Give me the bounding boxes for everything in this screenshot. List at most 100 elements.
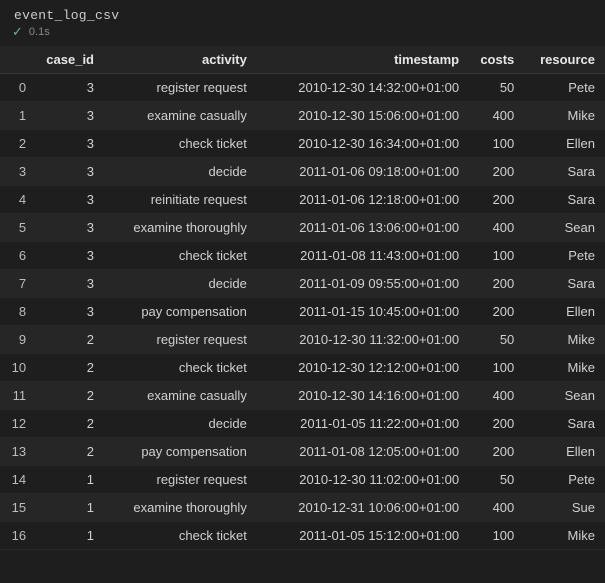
cell-resource: Ellen [524, 130, 605, 158]
cell-resource: Pete [524, 74, 605, 102]
cell-costs: 400 [469, 214, 524, 242]
cell-resource: Mike [524, 326, 605, 354]
cell-index: 1 [0, 102, 36, 130]
cell-resource: Sean [524, 214, 605, 242]
cell-index: 12 [0, 410, 36, 438]
cell-timestamp: 2011-01-08 12:05:00+01:00 [257, 438, 469, 466]
cell-case-id: 2 [36, 382, 104, 410]
cell-timestamp: 2010-12-30 16:34:00+01:00 [257, 130, 469, 158]
table-row[interactable]: 151examine thoroughly2010-12-31 10:06:00… [0, 494, 605, 522]
table-row[interactable]: 141register request2010-12-30 11:02:00+0… [0, 466, 605, 494]
cell-activity: check ticket [104, 242, 257, 270]
cell-case-id: 3 [36, 74, 104, 102]
cell-costs: 200 [469, 410, 524, 438]
cell-timestamp: 2011-01-05 11:22:00+01:00 [257, 410, 469, 438]
cell-case-id: 3 [36, 270, 104, 298]
cell-case-id: 2 [36, 354, 104, 382]
table-row[interactable]: 33decide2011-01-06 09:18:00+01:00200Sara [0, 158, 605, 186]
cell-index: 15 [0, 494, 36, 522]
cell-activity: examine thoroughly [104, 494, 257, 522]
cell-timestamp: 2011-01-06 12:18:00+01:00 [257, 186, 469, 214]
cell-timestamp: 2011-01-09 09:55:00+01:00 [257, 270, 469, 298]
col-header-resource[interactable]: resource [524, 46, 605, 74]
cell-case-id: 1 [36, 494, 104, 522]
cell-activity: register request [104, 326, 257, 354]
table-row[interactable]: 132pay compensation2011-01-08 12:05:00+0… [0, 438, 605, 466]
cell-index: 6 [0, 242, 36, 270]
cell-resource: Pete [524, 242, 605, 270]
cell-case-id: 3 [36, 242, 104, 270]
cell-timestamp: 2011-01-15 10:45:00+01:00 [257, 298, 469, 326]
cell-resource: Ellen [524, 298, 605, 326]
cell-timestamp: 2010-12-30 14:32:00+01:00 [257, 74, 469, 102]
table-row[interactable]: 63check ticket2011-01-08 11:43:00+01:001… [0, 242, 605, 270]
cell-activity: decide [104, 410, 257, 438]
table-row[interactable]: 122decide2011-01-05 11:22:00+01:00200Sar… [0, 410, 605, 438]
cell-index: 10 [0, 354, 36, 382]
table-row[interactable]: 03register request2010-12-30 14:32:00+01… [0, 74, 605, 102]
cell-resource: Sara [524, 158, 605, 186]
cell-costs: 50 [469, 466, 524, 494]
cell-activity: register request [104, 466, 257, 494]
cell-timestamp: 2010-12-30 12:12:00+01:00 [257, 354, 469, 382]
table-row[interactable]: 102check ticket2010-12-30 12:12:00+01:00… [0, 354, 605, 382]
cell-activity: register request [104, 74, 257, 102]
cell-activity: decide [104, 270, 257, 298]
cell-case-id: 3 [36, 102, 104, 130]
cell-timestamp: 2011-01-06 13:06:00+01:00 [257, 214, 469, 242]
cell-index: 8 [0, 298, 36, 326]
cell-resource: Mike [524, 102, 605, 130]
cell-costs: 50 [469, 74, 524, 102]
cell-activity: decide [104, 158, 257, 186]
cell-costs: 100 [469, 242, 524, 270]
col-header-case-id[interactable]: case_id [36, 46, 104, 74]
cell-index: 16 [0, 522, 36, 550]
cell-costs: 200 [469, 270, 524, 298]
cell-index: 7 [0, 270, 36, 298]
table-row[interactable]: 73decide2011-01-09 09:55:00+01:00200Sara [0, 270, 605, 298]
cell-exec-time: 0.1s [29, 26, 50, 38]
cell-case-id: 1 [36, 522, 104, 550]
cell-activity: check ticket [104, 130, 257, 158]
cell-activity: examine thoroughly [104, 214, 257, 242]
table-row[interactable]: 23check ticket2010-12-30 16:34:00+01:001… [0, 130, 605, 158]
col-header-costs[interactable]: costs [469, 46, 524, 74]
table-row[interactable]: 83pay compensation2011-01-15 10:45:00+01… [0, 298, 605, 326]
cell-resource: Sara [524, 186, 605, 214]
cell-case-id: 2 [36, 438, 104, 466]
cell-resource: Mike [524, 522, 605, 550]
cell-activity: check ticket [104, 522, 257, 550]
col-header-index[interactable] [0, 46, 36, 74]
table-row[interactable]: 43reinitiate request2011-01-06 12:18:00+… [0, 186, 605, 214]
cell-resource: Sue [524, 494, 605, 522]
cell-timestamp: 2010-12-31 10:06:00+01:00 [257, 494, 469, 522]
cell-index: 11 [0, 382, 36, 410]
table-row[interactable]: 53examine thoroughly2011-01-06 13:06:00+… [0, 214, 605, 242]
cell-index: 9 [0, 326, 36, 354]
cell-case-id: 2 [36, 326, 104, 354]
table-row[interactable]: 112examine casually2010-12-30 14:16:00+0… [0, 382, 605, 410]
table-header-row: case_id activity timestamp costs resourc… [0, 46, 605, 74]
cell-status: ✓ 0.1s [0, 25, 605, 46]
cell-index: 5 [0, 214, 36, 242]
cell-costs: 400 [469, 102, 524, 130]
table-row[interactable]: 13examine casually2010-12-30 15:06:00+01… [0, 102, 605, 130]
cell-case-id: 3 [36, 130, 104, 158]
cell-index: 2 [0, 130, 36, 158]
col-header-timestamp[interactable]: timestamp [257, 46, 469, 74]
cell-timestamp: 2010-12-30 11:02:00+01:00 [257, 466, 469, 494]
col-header-activity[interactable]: activity [104, 46, 257, 74]
check-icon: ✓ [12, 25, 23, 38]
table-row[interactable]: 92register request2010-12-30 11:32:00+01… [0, 326, 605, 354]
cell-timestamp: 2011-01-08 11:43:00+01:00 [257, 242, 469, 270]
cell-index: 3 [0, 158, 36, 186]
cell-costs: 400 [469, 382, 524, 410]
table-row[interactable]: 161check ticket2011-01-05 15:12:00+01:00… [0, 522, 605, 550]
cell-costs: 200 [469, 158, 524, 186]
cell-resource: Mike [524, 354, 605, 382]
cell-case-id: 3 [36, 158, 104, 186]
cell-activity: pay compensation [104, 438, 257, 466]
cell-costs: 200 [469, 186, 524, 214]
cell-index: 13 [0, 438, 36, 466]
cell-costs: 50 [469, 326, 524, 354]
